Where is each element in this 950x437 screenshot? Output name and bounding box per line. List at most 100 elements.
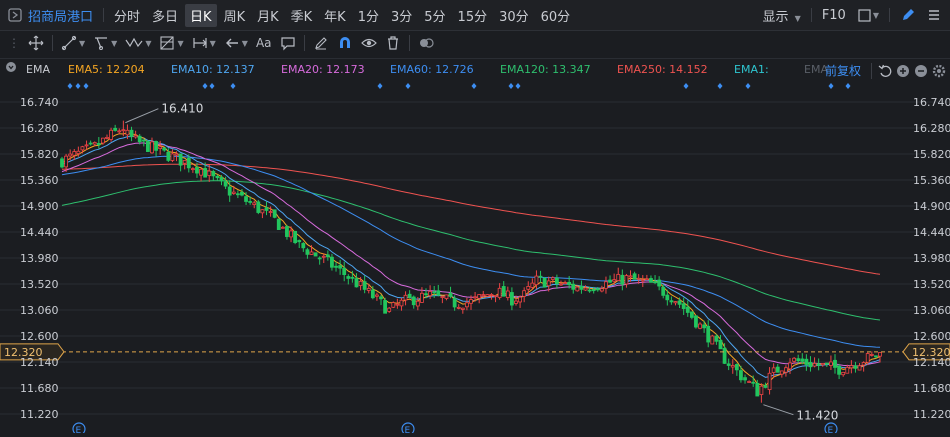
line-tool[interactable]: ▼: [61, 33, 85, 53]
candle-body: [645, 279, 648, 280]
ema-legend-item[interactable]: EMA5: 12.204: [68, 63, 145, 76]
brush-icon: [313, 35, 329, 51]
draw-pen-icon[interactable]: [900, 7, 916, 23]
candle-body: [97, 143, 100, 144]
toolbar-grip-icon: ⋮: [8, 33, 20, 53]
f10-button[interactable]: F10: [822, 8, 846, 23]
candle-body: [69, 154, 72, 156]
chevron-down-icon: ▼: [79, 39, 85, 48]
ema-legend-item[interactable]: EMA10: 12.137: [171, 63, 255, 76]
adjust-mode-button[interactable]: 前复权: [825, 62, 861, 79]
candle-body: [809, 362, 812, 366]
layout-menu-button[interactable]: ▼: [858, 9, 879, 22]
period-tab[interactable]: 季K: [286, 4, 318, 27]
event-dot: [203, 83, 208, 89]
candle-body: [339, 266, 342, 269]
range-icon: [192, 35, 208, 51]
candle-body: [494, 295, 497, 296]
candle-body: [351, 277, 354, 278]
event-dot: [846, 83, 851, 89]
period-tab[interactable]: 15分: [453, 4, 493, 27]
undo-icon[interactable]: [878, 64, 892, 78]
candle-body: [355, 279, 358, 287]
candle-body: [756, 383, 759, 396]
candle-body: [506, 291, 509, 298]
candle-body: [662, 287, 665, 295]
brush-tool[interactable]: [313, 33, 329, 53]
candle-body: [727, 364, 730, 366]
candle-body: [416, 301, 419, 306]
ema-lines: [62, 133, 880, 386]
candle-body: [298, 240, 301, 241]
ema-legend-item[interactable]: EMA120: 13.347: [500, 63, 591, 76]
event-dot: [829, 83, 834, 89]
period-tab[interactable]: 60分: [536, 4, 576, 27]
period-tab[interactable]: 30分: [494, 4, 534, 27]
settings-icon[interactable]: [932, 64, 946, 78]
candle-body: [625, 276, 628, 284]
candle-body: [821, 363, 824, 364]
event-dot: [84, 83, 89, 89]
candle-body: [392, 303, 395, 308]
divider: [409, 35, 410, 51]
indicator-name[interactable]: EMA: [26, 63, 50, 76]
channel-tool[interactable]: ▼: [93, 33, 117, 53]
text-tool[interactable]: Aa: [256, 33, 272, 53]
crosshair-tool[interactable]: [28, 33, 44, 53]
arrow-tool[interactable]: ▼: [224, 33, 248, 53]
candle-body: [641, 280, 644, 281]
stock-switch-icon[interactable]: [8, 8, 22, 22]
candle-body: [420, 293, 423, 302]
candle-body: [89, 143, 92, 144]
ema-legend-item[interactable]: EMA60: 12.726: [390, 63, 474, 76]
chevron-down-icon: ▼: [145, 39, 151, 48]
y-tick-right: 11.680: [913, 382, 950, 395]
period-tab[interactable]: 3分: [386, 4, 417, 27]
period-tab[interactable]: 年K: [319, 4, 351, 27]
legend-toggle[interactable]: [6, 62, 16, 75]
zoom-in-icon[interactable]: [896, 64, 910, 78]
divider: [103, 8, 104, 22]
magnet-tool[interactable]: [337, 33, 353, 53]
ema-line: [62, 156, 880, 347]
fib-tool[interactable]: ▼: [159, 33, 183, 53]
candle-body: [163, 148, 166, 150]
visibility-tool[interactable]: [361, 33, 377, 53]
delete-tool[interactable]: [385, 33, 401, 53]
channel-icon: [93, 35, 109, 51]
period-tab[interactable]: 多日: [147, 4, 183, 27]
candle-body: [719, 340, 722, 348]
menu-icon[interactable]: [926, 7, 942, 23]
candle-body: [768, 373, 771, 389]
period-tab[interactable]: 日K: [185, 4, 217, 27]
candle-body: [568, 282, 571, 284]
candle-body: [666, 295, 669, 300]
range-tool[interactable]: ▼: [192, 33, 216, 53]
display-menu-button[interactable]: 显示 ▼: [763, 6, 801, 25]
note-tool[interactable]: [280, 33, 296, 53]
candle-body: [850, 366, 853, 368]
toggle-tool[interactable]: [418, 33, 436, 53]
candle-body: [617, 274, 620, 280]
candle-body: [703, 325, 706, 328]
candle-body: [232, 192, 235, 193]
ema-legend-item[interactable]: EMA20: 12.173: [281, 63, 365, 76]
ema-legend-item[interactable]: EMA1:: [734, 63, 769, 76]
period-tab[interactable]: 分时: [109, 4, 145, 27]
zoom-out-icon[interactable]: [914, 64, 928, 78]
period-tab[interactable]: 5分: [419, 4, 450, 27]
candle-body: [834, 360, 837, 367]
candle-body: [322, 256, 325, 257]
period-tab[interactable]: 周K: [219, 4, 251, 27]
candle-body: [465, 303, 468, 307]
y-tick-left: 14.900: [20, 200, 59, 213]
ema-legend-item[interactable]: EMA250: 14.152: [617, 63, 708, 76]
period-tab[interactable]: 月K: [252, 4, 284, 27]
candle-body: [425, 294, 428, 295]
candle-body: [159, 147, 162, 149]
wave-tool[interactable]: ▼: [125, 33, 151, 53]
stock-name[interactable]: 招商局港口: [28, 6, 93, 25]
period-tab[interactable]: 1分: [353, 4, 384, 27]
